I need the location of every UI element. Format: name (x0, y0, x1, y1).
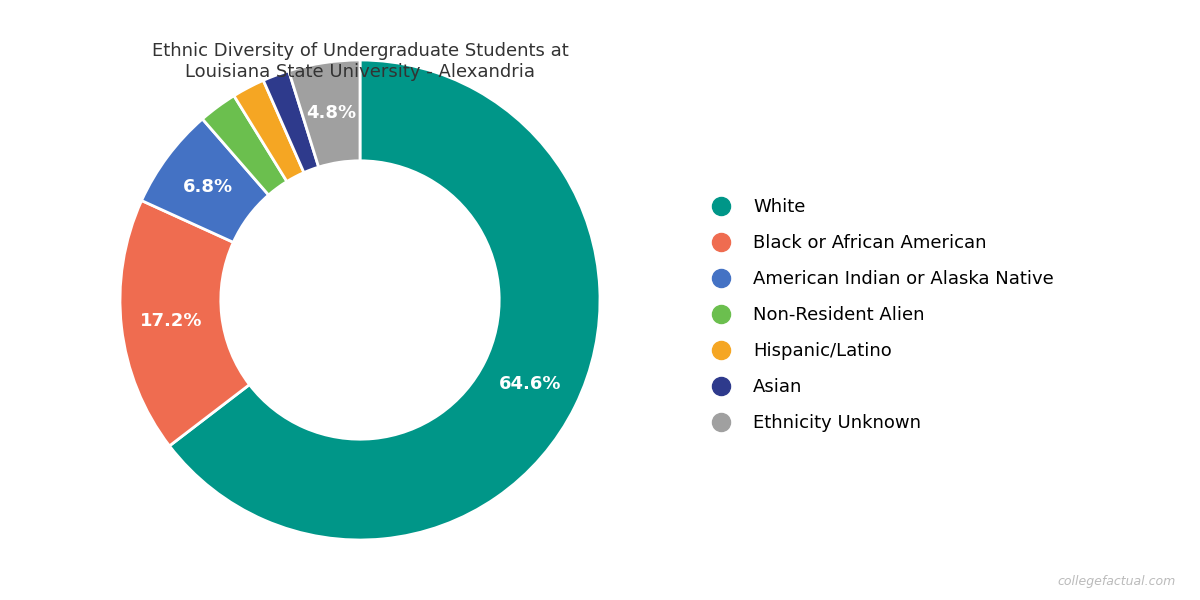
Text: 17.2%: 17.2% (140, 313, 203, 331)
Wedge shape (169, 60, 600, 540)
Text: 4.8%: 4.8% (306, 104, 356, 122)
Wedge shape (120, 200, 250, 446)
Wedge shape (142, 119, 269, 242)
Text: 6.8%: 6.8% (182, 178, 233, 196)
Wedge shape (289, 60, 360, 167)
Wedge shape (263, 71, 319, 173)
Legend: White, Black or African American, American Indian or Alaska Native, Non-Resident: White, Black or African American, Americ… (696, 191, 1061, 439)
Text: Ethnic Diversity of Undergraduate Students at
Louisiana State University - Alexa: Ethnic Diversity of Undergraduate Studen… (151, 42, 569, 81)
Wedge shape (234, 80, 304, 182)
Text: 64.6%: 64.6% (499, 375, 562, 393)
Text: collegefactual.com: collegefactual.com (1057, 575, 1176, 588)
Wedge shape (203, 96, 287, 195)
